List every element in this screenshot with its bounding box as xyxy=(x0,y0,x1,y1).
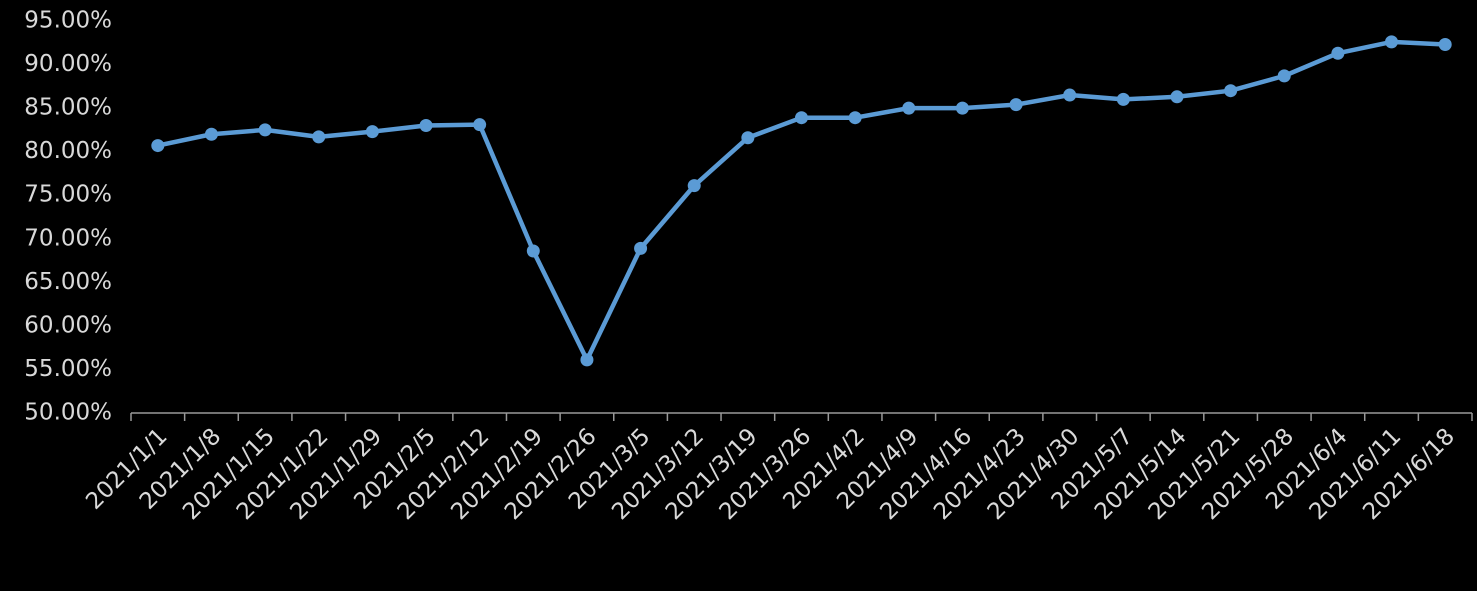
marker xyxy=(473,118,487,132)
marker xyxy=(419,119,433,133)
y-tick-label: 75.00% xyxy=(24,182,112,208)
marker xyxy=(1438,38,1452,52)
y-tick-label: 85.00% xyxy=(24,95,112,121)
marker xyxy=(526,244,540,258)
line xyxy=(157,39,1446,363)
marker xyxy=(1116,92,1130,106)
y-tick-label: 80.00% xyxy=(24,138,112,164)
marker xyxy=(1277,69,1291,83)
marker xyxy=(634,241,648,255)
marker xyxy=(1331,46,1345,60)
marker xyxy=(580,353,594,367)
y-tick-label: 55.00% xyxy=(24,356,112,382)
marker xyxy=(741,131,755,145)
y-tick-label: 65.00% xyxy=(24,269,112,295)
marker xyxy=(1385,35,1399,49)
marker xyxy=(848,111,862,125)
marker xyxy=(1009,98,1023,112)
marker xyxy=(795,111,808,125)
marker xyxy=(955,101,969,115)
marker xyxy=(687,179,701,193)
marker xyxy=(258,123,272,137)
y-tick-label: 90.00% xyxy=(24,51,112,77)
marker xyxy=(151,139,165,153)
marker xyxy=(312,130,326,144)
y-tick-label: 95.00% xyxy=(24,8,112,34)
y-tick-label: 60.00% xyxy=(24,312,112,338)
marker xyxy=(1170,90,1184,104)
y-tick-label: 70.00% xyxy=(24,225,112,251)
marker xyxy=(1063,88,1077,102)
marker xyxy=(365,125,379,139)
marker xyxy=(1224,84,1238,98)
marker xyxy=(902,101,916,115)
marker xyxy=(204,127,218,141)
y-tick-label: 50.00% xyxy=(24,400,112,426)
